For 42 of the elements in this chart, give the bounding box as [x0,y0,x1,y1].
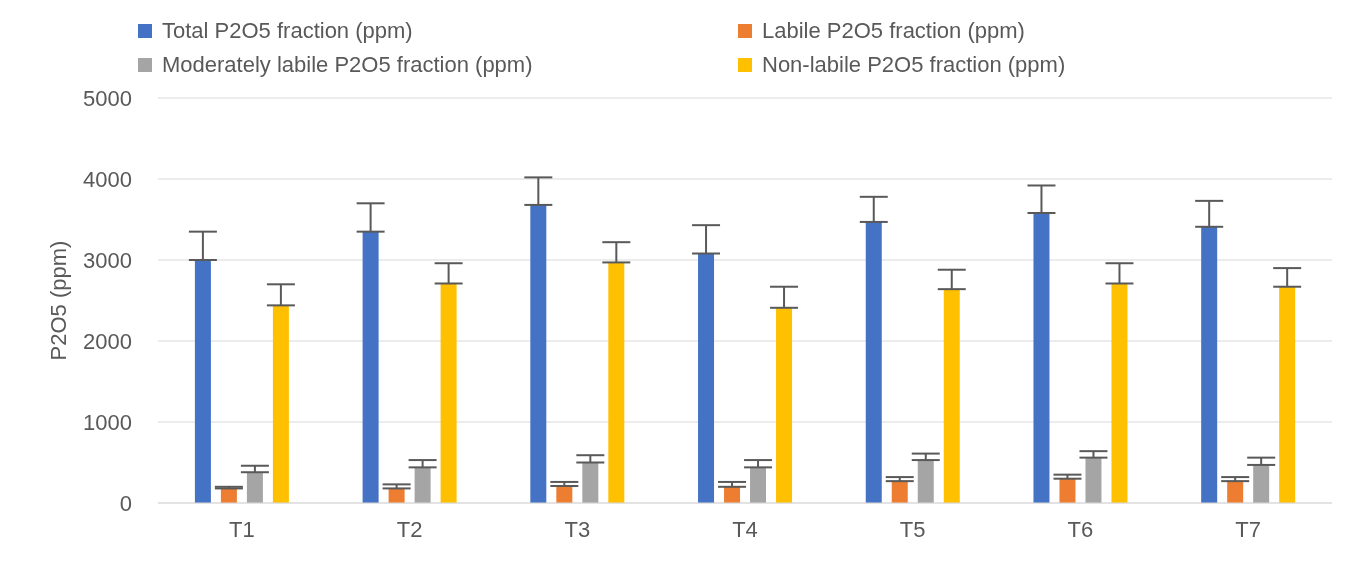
bar [1279,286,1296,503]
y-tick-label: 5000 [83,85,132,111]
bar [272,305,289,503]
bar [530,204,547,503]
bar [1085,457,1102,503]
x-tick-label: T4 [732,516,758,542]
bar [1111,283,1128,503]
bar [414,467,431,503]
bar [917,460,934,503]
y-tick-label: 3000 [83,247,132,273]
bar [1059,478,1076,503]
bar [194,260,211,503]
legend-label: Non-labile P2O5 fraction (ppm) [762,52,1066,78]
y-tick-label: 0 [119,490,132,516]
bar [891,481,908,503]
x-tick-label: T3 [564,516,591,542]
bar [608,262,625,503]
bar [362,231,379,503]
y-tick-label: 1000 [83,409,132,435]
legend-label: Labile P2O5 fraction (ppm) [762,18,1025,44]
bar [750,467,767,503]
bar [865,221,882,503]
bar [440,283,457,503]
bar [1253,464,1270,503]
x-tick-label: T5 [899,516,926,542]
x-tick-label: T2 [396,516,423,542]
x-tick-label: T1 [229,516,255,542]
bar [698,253,715,503]
bar [1033,213,1050,503]
legend-label: Moderately labile P2O5 fraction (ppm) [162,52,533,78]
y-axis-title: P2O5 (ppm) [45,240,71,361]
y-tick-label: 2000 [83,328,132,354]
bar [776,307,793,503]
x-tick-label: T6 [1067,516,1094,542]
y-tick-label: 4000 [83,166,132,192]
bar [582,462,599,503]
bar [246,472,263,503]
legend-label: Total P2O5 fraction (ppm) [162,18,413,44]
bar [943,289,960,503]
x-tick-label: T7 [1235,516,1261,542]
bar [1227,481,1244,503]
bar [1201,226,1218,503]
